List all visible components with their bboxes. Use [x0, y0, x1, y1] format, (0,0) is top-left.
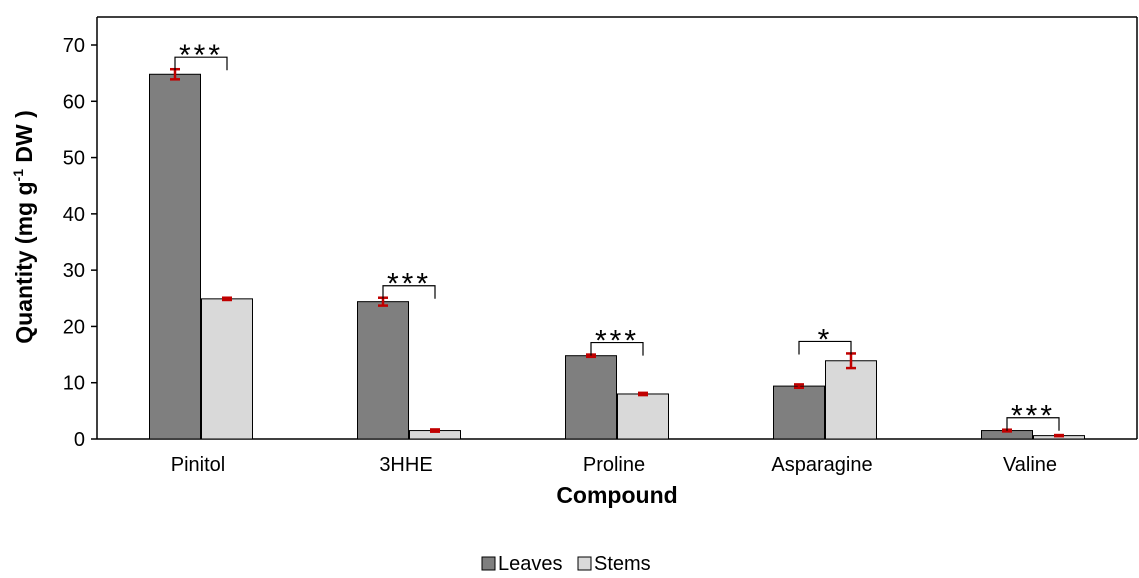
y-axis-title: Quantity (mg g-1 DW ) [10, 110, 37, 344]
significance-brackets: ********* **** [174, 39, 1060, 433]
x-axis-title: Compound [556, 482, 677, 508]
legend-swatch-leaves [481, 556, 496, 571]
y-tick-label: 0 [74, 429, 85, 451]
x-tick-label: Pinitol [171, 454, 225, 476]
bar-stems [201, 298, 253, 440]
bar-leaves [773, 385, 825, 440]
bar-leaves [149, 73, 201, 440]
y-axis-title-tail: DW ) [11, 110, 37, 169]
legend-label-leaves: Leaves [498, 553, 563, 573]
y-axis-title-main: Quantity (mg g [11, 181, 37, 343]
bar-stems [825, 360, 877, 440]
significance-label: *** [1011, 400, 1055, 433]
significance-bracket [590, 341, 644, 356]
y-tick-label: 70 [63, 35, 85, 57]
y-axis-title-superscript: -1 [10, 169, 26, 182]
bar-leaves [565, 355, 617, 440]
significance-bracket [1006, 417, 1060, 431]
x-tick-label: 3HHE [379, 454, 432, 476]
bars [149, 73, 1085, 440]
significance-label: *** [595, 325, 639, 358]
y-tick-label: 50 [63, 148, 85, 170]
axes: 0 10 20 30 40 50 60 70 Pinitol 3HHE Proline Asparag… [63, 16, 1138, 476]
x-tick-label: Valine [1003, 454, 1057, 476]
significance-bracket [174, 56, 228, 71]
y-tick-label: 40 [63, 204, 85, 226]
y-tick-label: 60 [63, 91, 85, 113]
significance-bracket [382, 285, 436, 299]
x-tick-label: Proline [583, 454, 645, 476]
y-tick-label: 20 [63, 316, 85, 338]
significance-bracket [798, 340, 852, 355]
significance-label: *** [179, 39, 223, 72]
legend-label-stems: Stems [594, 553, 651, 573]
significance-label: * [818, 323, 833, 356]
legend-swatch-stems [577, 556, 592, 571]
legend: Leaves Stems [481, 553, 651, 575]
y-tick-label: 30 [63, 260, 85, 282]
significance-label: *** [387, 268, 431, 301]
bar-leaves [357, 301, 409, 440]
bar-stems [617, 393, 669, 440]
y-tick-label: 10 [63, 373, 85, 395]
x-tick-label: Asparagine [771, 454, 872, 476]
